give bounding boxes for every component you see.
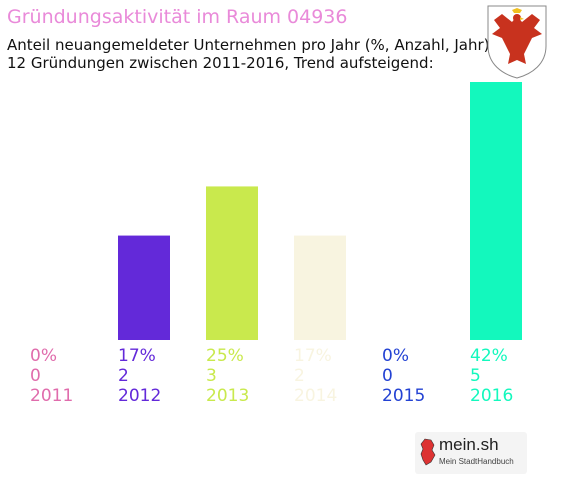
year-label: 2016 — [470, 386, 514, 406]
percent-label: 17% — [118, 346, 156, 366]
year-label: 2014 — [294, 386, 338, 406]
bar-label-group-2013: 25% 3 2013 — [206, 346, 286, 406]
eagle-coat-of-arms-icon — [487, 5, 547, 79]
year-label: 2015 — [382, 386, 426, 406]
germany-map-icon — [420, 438, 436, 466]
year-label: 2013 — [206, 386, 250, 406]
chart-title: Gründungsaktivität im Raum 04936 — [7, 6, 348, 28]
percent-label: 0% — [382, 346, 409, 366]
year-label: 2011 — [30, 386, 74, 406]
count-label: 2 — [294, 366, 305, 386]
count-label: 3 — [206, 366, 217, 386]
logo-wordmark: mein.sh — [439, 435, 499, 454]
percent-label: 42% — [470, 346, 508, 366]
count-label: 0 — [382, 366, 393, 386]
percent-label: 17% — [294, 346, 332, 366]
percent-label: 25% — [206, 346, 244, 366]
count-label: 5 — [470, 366, 481, 386]
subtitle-line-2: 12 Gründungen zwischen 2011-2016, Trend … — [7, 54, 434, 72]
logo-tagline: Mein StadtHandbuch — [439, 457, 514, 466]
year-label: 2012 — [118, 386, 162, 406]
bar-2012 — [118, 235, 170, 340]
count-label: 2 — [118, 366, 129, 386]
bar-label-group-2016: 42% 5 2016 — [470, 346, 550, 406]
chart-subtitle: Anteil neuangemeldeter Unternehmen pro J… — [7, 36, 490, 72]
bar-2016 — [470, 82, 522, 340]
bar-label-group-2011: 0% 0 2011 — [30, 346, 110, 406]
count-label: 0 — [30, 366, 41, 386]
subtitle-line-1: Anteil neuangemeldeter Unternehmen pro J… — [7, 36, 490, 54]
bar-2014 — [294, 235, 346, 340]
bar-2013 — [206, 186, 258, 340]
percent-label: 0% — [30, 346, 57, 366]
bar-label-group-2012: 17% 2 2012 — [118, 346, 198, 406]
bar-label-group-2015: 0% 0 2015 — [382, 346, 462, 406]
mein-sh-logo[interactable]: mein.sh Mein StadtHandbuch — [415, 432, 527, 474]
bar-label-group-2014: 17% 2 2014 — [294, 346, 374, 406]
